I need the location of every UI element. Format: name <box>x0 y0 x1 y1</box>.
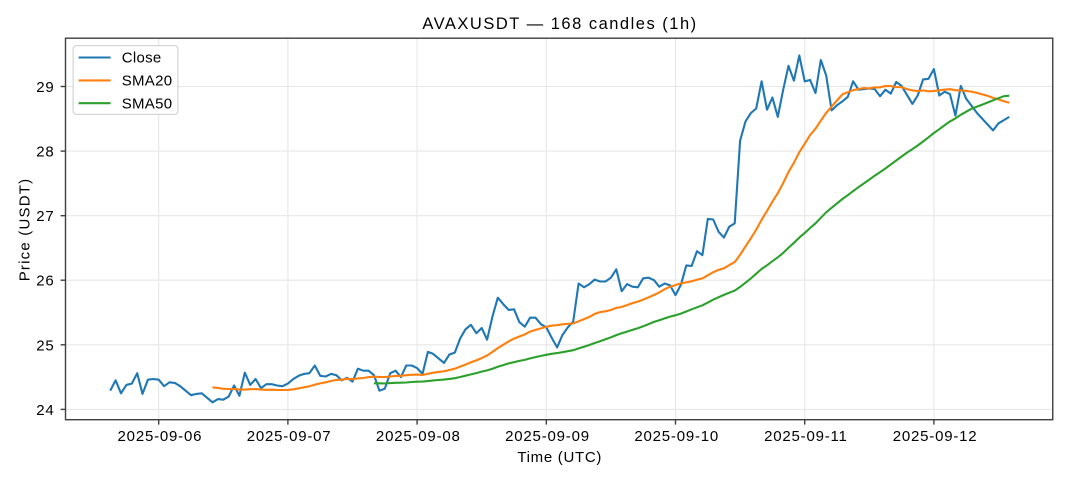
svg-text:AVAXUSDT — 168 candles (1h): AVAXUSDT — 168 candles (1h) <box>422 15 697 33</box>
svg-text:2025-09-08: 2025-09-08 <box>376 428 461 445</box>
svg-text:24: 24 <box>36 402 54 419</box>
svg-text:SMA20: SMA20 <box>122 73 173 90</box>
svg-text:2025-09-10: 2025-09-10 <box>634 428 719 445</box>
svg-text:2025-09-11: 2025-09-11 <box>764 428 848 445</box>
svg-text:2025-09-09: 2025-09-09 <box>505 428 590 445</box>
svg-text:2025-09-06: 2025-09-06 <box>118 428 203 445</box>
svg-text:27: 27 <box>36 208 54 225</box>
svg-text:26: 26 <box>36 273 54 290</box>
svg-text:Price (USDT): Price (USDT) <box>17 178 34 282</box>
svg-text:Close: Close <box>122 50 162 67</box>
svg-text:SMA50: SMA50 <box>122 95 173 112</box>
svg-text:25: 25 <box>36 337 54 354</box>
svg-text:2025-09-12: 2025-09-12 <box>893 428 978 445</box>
svg-text:2025-09-07: 2025-09-07 <box>247 428 332 445</box>
svg-text:28: 28 <box>36 144 54 161</box>
svg-text:Time (UTC): Time (UTC) <box>517 449 602 466</box>
svg-text:29: 29 <box>36 79 54 96</box>
